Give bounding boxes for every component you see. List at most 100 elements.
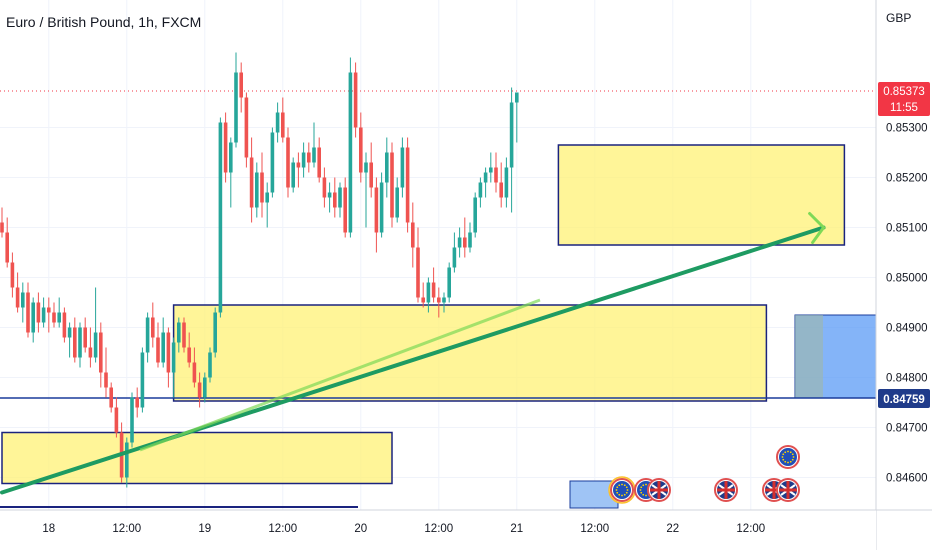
candle-body xyxy=(161,332,165,363)
candle-body xyxy=(47,307,51,313)
candle-body xyxy=(93,332,98,358)
time-tick-label: 12:00 xyxy=(580,523,609,535)
candle-body xyxy=(301,152,306,168)
candle-body xyxy=(489,167,493,173)
candle-body xyxy=(359,127,363,173)
candle-body xyxy=(10,262,15,288)
candle-body xyxy=(145,317,150,353)
candle-body xyxy=(21,292,25,308)
candle-body xyxy=(114,407,119,433)
candle-body xyxy=(494,167,498,183)
candle-body xyxy=(343,187,347,233)
trend-line xyxy=(0,225,826,495)
candle-body xyxy=(5,232,9,263)
candle-body xyxy=(213,312,217,353)
eu-star xyxy=(625,486,628,489)
candle-body xyxy=(338,187,342,208)
eu-star xyxy=(789,460,792,463)
candle-body xyxy=(468,232,472,248)
eu-star xyxy=(782,453,785,456)
eu-star xyxy=(784,451,787,454)
candle-body xyxy=(83,327,87,348)
candle-body xyxy=(317,147,321,178)
level-price-badge xyxy=(878,389,930,408)
candle-body xyxy=(291,162,295,188)
eu-star xyxy=(784,460,787,463)
candle-body xyxy=(234,72,238,143)
candle-body xyxy=(239,72,243,98)
candle-body xyxy=(473,197,477,233)
candle-body xyxy=(208,352,212,378)
eu-star xyxy=(618,484,621,487)
trend-arrowhead xyxy=(808,212,826,244)
candle-body xyxy=(312,147,316,163)
candle-body xyxy=(171,342,176,373)
candle-body xyxy=(0,222,4,233)
eu-star xyxy=(642,493,645,496)
countdown-value: 11:55 xyxy=(890,102,918,114)
candle-body xyxy=(353,72,358,128)
candle-body xyxy=(88,347,93,358)
candle-body xyxy=(36,302,41,323)
eu-flag-field xyxy=(779,448,797,466)
candle-body xyxy=(333,192,337,208)
candle-body xyxy=(41,307,46,323)
candle-body xyxy=(197,382,202,398)
eu-star xyxy=(623,493,626,496)
candle-body xyxy=(426,282,431,303)
candle-body xyxy=(78,327,82,358)
candle-body xyxy=(192,362,197,383)
price-tick-label: 0.84600 xyxy=(886,473,928,485)
candle-body xyxy=(130,397,134,443)
trend-line-highlight xyxy=(139,298,541,452)
time-tick-label: 20 xyxy=(354,523,367,535)
time-tick-label: 19 xyxy=(198,523,211,535)
eu-star xyxy=(792,456,795,458)
candle-body xyxy=(348,72,353,233)
eu-flag-field xyxy=(613,481,631,499)
candle-body xyxy=(135,397,139,408)
eu-star xyxy=(616,491,619,494)
eu-star xyxy=(621,483,623,486)
eu-star xyxy=(640,486,643,489)
candle-body xyxy=(405,147,410,223)
eu-star xyxy=(645,483,647,486)
candle-body xyxy=(457,237,462,248)
candle-body xyxy=(416,247,420,298)
time-tick-label: 21 xyxy=(510,523,523,535)
time-tick-label: 12:00 xyxy=(736,523,765,535)
candle-body xyxy=(203,377,207,398)
candle-body xyxy=(509,102,514,168)
candle-body xyxy=(26,292,30,333)
level-price-value: 0.84759 xyxy=(883,394,925,406)
price-tick-label: 0.85300 xyxy=(886,123,928,135)
candle-body xyxy=(322,177,327,198)
candle-body xyxy=(244,97,249,158)
candle-body xyxy=(452,247,457,268)
price-tick-label: 0.84700 xyxy=(886,423,928,435)
candle-body xyxy=(364,162,368,173)
eu-star xyxy=(618,493,621,496)
candle-body xyxy=(104,372,108,388)
candle-body xyxy=(411,222,415,248)
position-box-overlap xyxy=(795,315,823,398)
time-tick-label: 18 xyxy=(42,523,55,535)
eu-star xyxy=(642,484,645,487)
candle-body xyxy=(515,92,519,103)
candle-body xyxy=(483,172,488,183)
candle-body xyxy=(255,172,259,208)
demand-zone-0 xyxy=(172,304,768,402)
price-tick-label: 0.85000 xyxy=(886,273,928,285)
candle-body xyxy=(57,312,61,323)
price-tick-label: 0.84800 xyxy=(886,373,928,385)
eu-star xyxy=(616,486,619,489)
candle-body xyxy=(67,327,72,338)
candle-body xyxy=(187,347,191,363)
candle-body xyxy=(52,312,56,323)
candle-body xyxy=(499,182,503,198)
candle-body xyxy=(166,332,171,373)
candle-body xyxy=(125,442,129,478)
price-tick-label: 0.85200 xyxy=(886,173,928,185)
candle-body xyxy=(442,297,446,303)
